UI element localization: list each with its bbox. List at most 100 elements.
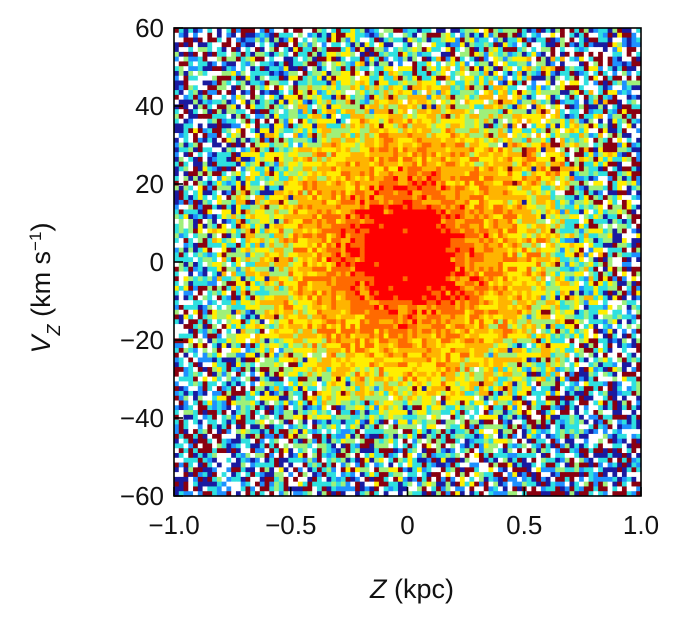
heatmap-cell (474, 238, 480, 244)
heatmap-cell (269, 133, 275, 139)
heatmap-cell (569, 56, 575, 62)
heatmap-cell (374, 61, 380, 67)
heatmap-cell (593, 161, 599, 167)
heatmap-cell (417, 190, 423, 196)
heatmap-cell (193, 37, 199, 43)
heatmap-cell (188, 152, 194, 158)
heatmap-cell (431, 247, 437, 253)
heatmap-cell (340, 133, 346, 139)
heatmap-cell (316, 61, 323, 67)
heatmap-cell (259, 61, 265, 67)
heatmap-cell (559, 266, 566, 272)
heatmap-cell (631, 242, 637, 249)
heatmap-cell (598, 56, 604, 62)
heatmap-cell (583, 209, 589, 215)
heatmap-cell (340, 99, 346, 105)
heatmap-cell (316, 266, 323, 272)
heatmap-cell (231, 228, 237, 234)
heatmap-cell (293, 252, 299, 258)
heatmap-cell (474, 204, 480, 210)
heatmap-cell (540, 176, 547, 182)
heatmap-cell (326, 94, 332, 101)
heatmap-cell (507, 195, 513, 201)
heatmap-cell (512, 190, 518, 196)
heatmap-cell (264, 219, 270, 225)
heatmap-cell (440, 219, 447, 225)
heatmap-cell (507, 219, 513, 225)
heatmap-cell (426, 166, 432, 172)
heatmap-cell (412, 147, 418, 153)
heatmap-cell (598, 66, 604, 72)
heatmap-cell (350, 94, 356, 101)
heatmap-cell (274, 28, 280, 34)
heatmap-cell (255, 214, 261, 220)
heatmap-cell (378, 228, 385, 234)
heatmap-cell (445, 204, 451, 210)
heatmap-cell (483, 257, 489, 263)
heatmap-cell (207, 28, 213, 34)
heatmap-cell (545, 85, 551, 91)
heatmap-cell (402, 133, 408, 139)
heatmap-cell (445, 94, 451, 101)
heatmap-cell (469, 66, 475, 72)
heatmap-cell (602, 171, 609, 177)
heatmap-cell (545, 142, 551, 148)
heatmap-cell (593, 262, 599, 268)
heatmap-cell (188, 171, 194, 177)
heatmap-cell (426, 37, 432, 43)
heatmap-cell (464, 137, 470, 144)
heatmap-cell (374, 257, 380, 263)
heatmap-cell (512, 214, 518, 220)
heatmap-cell (297, 28, 304, 34)
heatmap-cell (264, 42, 270, 48)
heatmap-cell (331, 113, 337, 120)
heatmap-cell (378, 190, 385, 196)
heatmap-cell (607, 228, 613, 234)
heatmap-cell (359, 190, 366, 196)
heatmap-cell (540, 94, 547, 101)
heatmap-cell (502, 228, 508, 234)
heatmap-cell (369, 80, 375, 86)
heatmap-cell (297, 190, 304, 196)
heatmap-cell (326, 113, 332, 120)
heatmap-cell (450, 190, 456, 196)
heatmap-cell (293, 180, 299, 186)
heatmap-cell (564, 233, 570, 239)
heatmap-cell (312, 133, 318, 139)
heatmap-cell (174, 56, 180, 62)
heatmap-cell (636, 66, 642, 72)
heatmap-cell (559, 128, 566, 134)
heatmap-cell (264, 133, 270, 139)
heatmap-cell (388, 90, 394, 96)
heatmap-cell (197, 147, 203, 153)
heatmap-cell (612, 266, 618, 272)
heatmap-cell (183, 42, 189, 48)
heatmap-cell (226, 109, 232, 115)
heatmap-cell (612, 223, 618, 229)
heatmap-cell (579, 156, 585, 163)
heatmap-cell (207, 137, 213, 144)
heatmap-cell (478, 109, 485, 115)
heatmap-cell (617, 37, 623, 43)
heatmap-cell (569, 28, 575, 34)
heatmap-cell (588, 104, 594, 110)
heatmap-cell (440, 180, 447, 186)
heatmap-cell (302, 252, 308, 258)
heatmap-cell (536, 75, 542, 81)
heatmap-cell (245, 247, 251, 253)
heatmap-cell (474, 257, 480, 263)
heatmap-cell (507, 166, 513, 172)
heatmap-cell (407, 219, 413, 225)
heatmap-cell (331, 190, 337, 196)
heatmap-cell (498, 252, 504, 258)
heatmap-cell (617, 70, 623, 77)
heatmap-cell (374, 190, 380, 196)
heatmap-cell (574, 152, 580, 158)
heatmap-cell (193, 156, 199, 163)
heatmap-cell (617, 242, 623, 249)
heatmap-cell (307, 66, 313, 72)
heatmap-cell (402, 257, 408, 263)
heatmap-cell (421, 247, 427, 253)
heatmap-cell (297, 262, 304, 268)
heatmap-cell (307, 233, 313, 239)
